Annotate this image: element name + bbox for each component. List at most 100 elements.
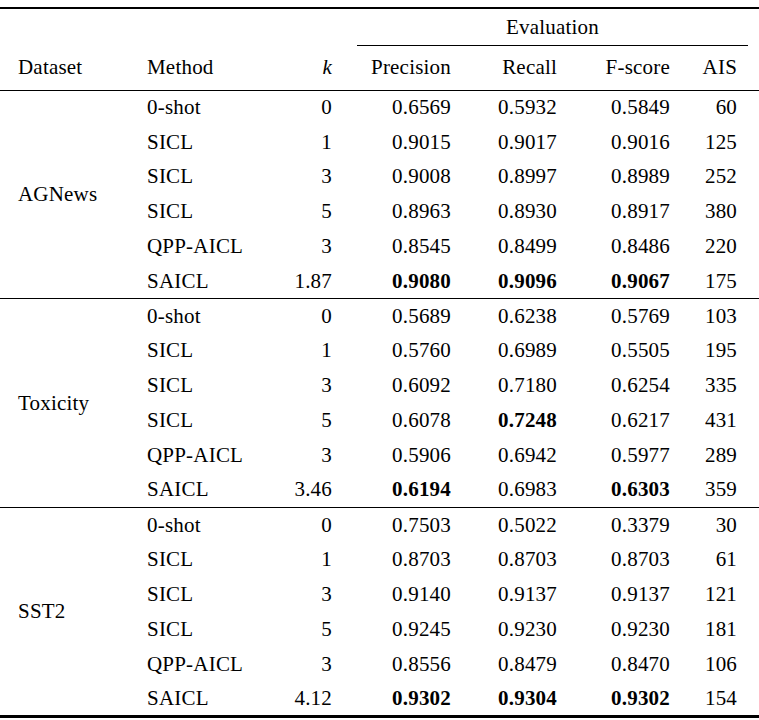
precision-cell: 0.8545 (332, 229, 451, 264)
group-header-row: Evaluation (0, 8, 759, 46)
k-cell: 5 (282, 194, 332, 229)
method-cell: SICL (130, 125, 282, 160)
recall-cell: 0.6238 (451, 299, 557, 334)
recall-cell: 0.8499 (451, 229, 557, 264)
evaluation-group-header: Evaluation (357, 15, 748, 46)
k-cell: 3 (282, 438, 332, 473)
ais-cell: 380 (670, 194, 759, 229)
ais-cell: 335 (670, 368, 759, 403)
precision-cell: 0.8703 (332, 542, 451, 577)
k-cell: 3 (282, 229, 332, 264)
table-row: SST2 0-shot 0 0.7503 0.5022 0.3379 30 (0, 508, 759, 543)
column-header-k: k (282, 46, 332, 90)
method-cell: QPP-AICL (130, 647, 282, 682)
precision-cell: 0.5906 (332, 438, 451, 473)
fscore-cell: 0.8470 (557, 647, 670, 682)
k-cell: 1 (282, 125, 332, 160)
fscore-cell: 0.8989 (557, 160, 670, 195)
k-cell: 1 (282, 542, 332, 577)
method-cell: SICL (130, 542, 282, 577)
ais-cell: 181 (670, 612, 759, 647)
k-cell: 3 (282, 647, 332, 682)
method-cell: SAICL (130, 473, 282, 508)
fscore-cell: 0.5977 (557, 438, 670, 473)
ais-cell: 60 (670, 90, 759, 125)
table-row: AGNews 0-shot 0 0.6569 0.5932 0.5849 60 (0, 90, 759, 125)
recall-cell: 0.8703 (451, 542, 557, 577)
column-header-precision: Precision (332, 46, 451, 90)
fscore-cell: 0.5769 (557, 299, 670, 334)
ais-cell: 61 (670, 542, 759, 577)
ais-cell: 220 (670, 229, 759, 264)
ais-cell: 154 (670, 682, 759, 717)
dataset-label: SST2 (0, 508, 130, 717)
recall-cell: 0.7248 (451, 403, 557, 438)
ais-cell: 121 (670, 577, 759, 612)
recall-cell: 0.9096 (451, 264, 557, 299)
fscore-cell: 0.6254 (557, 368, 670, 403)
precision-cell: 0.6078 (332, 403, 451, 438)
fscore-cell: 0.5849 (557, 90, 670, 125)
fscore-cell: 0.5505 (557, 334, 670, 369)
ais-cell: 106 (670, 647, 759, 682)
recall-cell: 0.6989 (451, 334, 557, 369)
k-cell: 1.87 (282, 264, 332, 299)
precision-cell: 0.8556 (332, 647, 451, 682)
k-cell: 0 (282, 299, 332, 334)
fscore-cell: 0.8703 (557, 542, 670, 577)
paper-page: Evaluation Dataset Method k Precision Re… (0, 0, 759, 720)
ais-cell: 359 (670, 473, 759, 508)
fscore-cell: 0.9137 (557, 577, 670, 612)
precision-cell: 0.6092 (332, 368, 451, 403)
dataset-label: Toxicity (0, 299, 130, 508)
method-cell: SICL (130, 368, 282, 403)
recall-cell: 0.6942 (451, 438, 557, 473)
method-cell: SAICL (130, 682, 282, 717)
dataset-label: AGNews (0, 90, 130, 299)
fscore-cell: 0.6303 (557, 473, 670, 508)
results-table: Evaluation Dataset Method k Precision Re… (0, 7, 759, 718)
precision-cell: 0.6194 (332, 473, 451, 508)
method-cell: SICL (130, 194, 282, 229)
group-header-spacer (0, 8, 332, 46)
method-cell: 0-shot (130, 90, 282, 125)
k-cell: 5 (282, 403, 332, 438)
dataset-block-toxicity: Toxicity 0-shot 0 0.5689 0.6238 0.5769 1… (0, 299, 759, 508)
k-cell: 0 (282, 508, 332, 543)
fscore-cell: 0.8917 (557, 194, 670, 229)
ais-cell: 103 (670, 299, 759, 334)
precision-cell: 0.7503 (332, 508, 451, 543)
precision-cell: 0.9140 (332, 577, 451, 612)
method-cell: SICL (130, 403, 282, 438)
recall-cell: 0.8479 (451, 647, 557, 682)
ais-cell: 289 (670, 438, 759, 473)
recall-cell: 0.5932 (451, 90, 557, 125)
fscore-cell: 0.9230 (557, 612, 670, 647)
precision-cell: 0.5760 (332, 334, 451, 369)
k-cell: 0 (282, 90, 332, 125)
column-header-dataset: Dataset (0, 46, 130, 90)
column-header-row: Dataset Method k Precision Recall F-scor… (0, 46, 759, 90)
evaluation-group-cell: Evaluation (332, 8, 759, 46)
column-header-fscore: F-score (557, 46, 670, 90)
ais-cell: 195 (670, 334, 759, 369)
recall-cell: 0.8997 (451, 160, 557, 195)
recall-cell: 0.9304 (451, 682, 557, 717)
method-cell: SICL (130, 334, 282, 369)
precision-cell: 0.6569 (332, 90, 451, 125)
ais-cell: 431 (670, 403, 759, 438)
recall-cell: 0.8930 (451, 194, 557, 229)
fscore-cell: 0.9016 (557, 125, 670, 160)
method-cell: SAICL (130, 264, 282, 299)
column-header-ais: AIS (670, 46, 759, 90)
ais-cell: 125 (670, 125, 759, 160)
k-cell: 5 (282, 612, 332, 647)
recall-cell: 0.9137 (451, 577, 557, 612)
k-cell: 1 (282, 334, 332, 369)
column-header-recall: Recall (451, 46, 557, 90)
method-cell: SICL (130, 577, 282, 612)
precision-cell: 0.9302 (332, 682, 451, 717)
precision-cell: 0.9008 (332, 160, 451, 195)
ais-cell: 175 (670, 264, 759, 299)
ais-cell: 252 (670, 160, 759, 195)
